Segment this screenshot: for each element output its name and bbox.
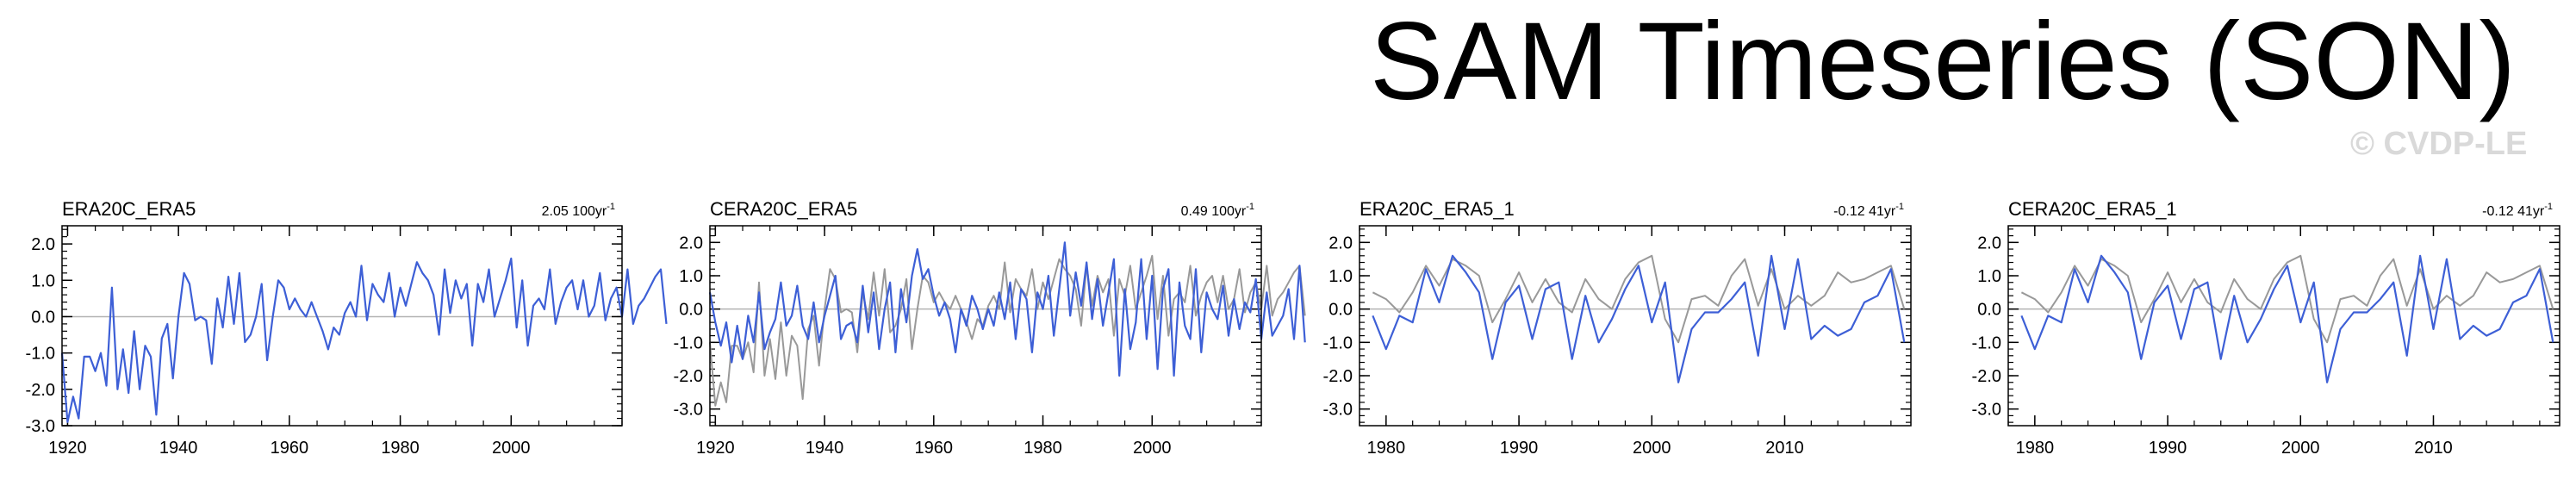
x-tick-label: 2000 bbox=[1133, 439, 1172, 458]
x-tick-label: 1940 bbox=[806, 439, 844, 458]
y-tick-label: -1.0 bbox=[26, 345, 55, 364]
x-tick-label: 2010 bbox=[1765, 439, 1804, 458]
y-tick-label: 0.0 bbox=[1977, 301, 2001, 320]
trend-label: -0.12 41yr-1 bbox=[1833, 202, 1904, 219]
trend-value: 0.49 100yr bbox=[1181, 204, 1247, 219]
y-tick-label: 1.0 bbox=[31, 271, 55, 290]
y-tick-label: -1.0 bbox=[1323, 333, 1353, 352]
panel-title: ERA20C_ERA5 bbox=[62, 198, 196, 220]
y-tick-label: -1.0 bbox=[1972, 333, 2001, 352]
series-line-model bbox=[708, 241, 1306, 377]
x-tick-label: 2000 bbox=[492, 439, 531, 458]
trend-exponent: -1 bbox=[607, 202, 615, 212]
plot-frame bbox=[709, 225, 1262, 427]
watermark: © CVDP-LE bbox=[2350, 126, 2528, 162]
chart-panel-2: -3.0 -2.0 -1.0 0.0 1.0 2.0 1920 1940 1960 1980 200… bbox=[674, 198, 1306, 458]
y-tick-label: -2.0 bbox=[26, 381, 55, 400]
y-tick-label: 0.0 bbox=[31, 308, 55, 327]
y-tick-label: 1.0 bbox=[1977, 267, 2001, 286]
x-tick-label: 1990 bbox=[1500, 439, 1539, 458]
trend-label: 0.49 100yr-1 bbox=[1181, 202, 1254, 219]
trend-value: -0.12 41yr bbox=[1833, 204, 1896, 219]
x-tick-label: 1980 bbox=[1367, 439, 1406, 458]
series-line-model bbox=[2020, 254, 2554, 383]
trend-value: 2.05 100yr bbox=[542, 204, 607, 219]
x-tick-label: 1940 bbox=[159, 439, 198, 458]
series-line-obs bbox=[1372, 254, 1906, 344]
y-tick-label: 2.0 bbox=[31, 235, 55, 254]
series-line-model bbox=[1372, 254, 1906, 383]
series-line-obs bbox=[2020, 254, 2554, 344]
panel-title: CERA20C_ERA5 bbox=[710, 198, 857, 220]
trend-exponent: -1 bbox=[2544, 202, 2553, 212]
x-tick-label: 1990 bbox=[2149, 439, 2187, 458]
trend-exponent: -1 bbox=[1246, 202, 1254, 212]
x-tick-label: 2000 bbox=[1633, 439, 1671, 458]
main-title: SAM Timeseries (SON) bbox=[1370, 0, 2516, 123]
y-tick-label: -2.0 bbox=[1323, 367, 1353, 386]
plot-frame bbox=[1359, 225, 1912, 427]
y-tick-label: -3.0 bbox=[1323, 401, 1353, 420]
x-tick-label: 1980 bbox=[1024, 439, 1062, 458]
y-tick-label: -1.0 bbox=[674, 333, 703, 352]
y-tick-label: -3.0 bbox=[1972, 401, 2001, 420]
series-line-model bbox=[60, 257, 668, 423]
trend-exponent: -1 bbox=[1895, 202, 1904, 212]
y-tick-label: -2.0 bbox=[1972, 367, 2001, 386]
trend-value: -0.12 41yr bbox=[2482, 204, 2545, 219]
y-tick-label: 2.0 bbox=[1328, 234, 1353, 252]
y-tick-label: 1.0 bbox=[1328, 267, 1353, 286]
trend-label: -0.12 41yr-1 bbox=[2482, 202, 2553, 219]
trend-label: 2.05 100yr-1 bbox=[542, 202, 615, 219]
x-tick-label: 1960 bbox=[915, 439, 954, 458]
y-tick-label: 2.0 bbox=[1977, 234, 2001, 252]
y-tick-label: 2.0 bbox=[679, 234, 703, 252]
chart-panel-3: -3.0 -2.0 -1.0 0.0 1.0 2.0 1980 1990 2000 2010 ERA… bbox=[1323, 198, 1912, 458]
y-tick-label: -2.0 bbox=[674, 367, 703, 386]
plot-frame bbox=[61, 225, 623, 427]
x-tick-label: 1960 bbox=[271, 439, 309, 458]
y-tick-label: -3.0 bbox=[674, 401, 703, 420]
x-tick-label: 1920 bbox=[696, 439, 735, 458]
x-tick-label: 1920 bbox=[48, 439, 87, 458]
x-tick-label: 1980 bbox=[2016, 439, 2055, 458]
x-tick-label: 1980 bbox=[381, 439, 420, 458]
series-line-obs bbox=[709, 254, 1306, 407]
chart-panel-4: -3.0 -2.0 -1.0 0.0 1.0 2.0 1980 1990 2000 2010 CER… bbox=[1972, 198, 2560, 458]
plot-frame bbox=[2007, 225, 2560, 427]
x-tick-label: 2010 bbox=[2414, 439, 2453, 458]
y-tick-label: -3.0 bbox=[26, 417, 55, 436]
panel-title: CERA20C_ERA5_1 bbox=[2008, 198, 2177, 220]
y-tick-label: 0.0 bbox=[1328, 301, 1353, 320]
chart-panel-1: -3.0 -2.0 -1.0 0.0 1.0 2.0 1920 1940 1960 1980 200… bbox=[26, 198, 668, 458]
x-tick-label: 2000 bbox=[2281, 439, 2320, 458]
y-tick-label: 1.0 bbox=[679, 267, 703, 286]
y-tick-label: 0.0 bbox=[679, 301, 703, 320]
panel-title: ERA20C_ERA5_1 bbox=[1360, 198, 1515, 220]
